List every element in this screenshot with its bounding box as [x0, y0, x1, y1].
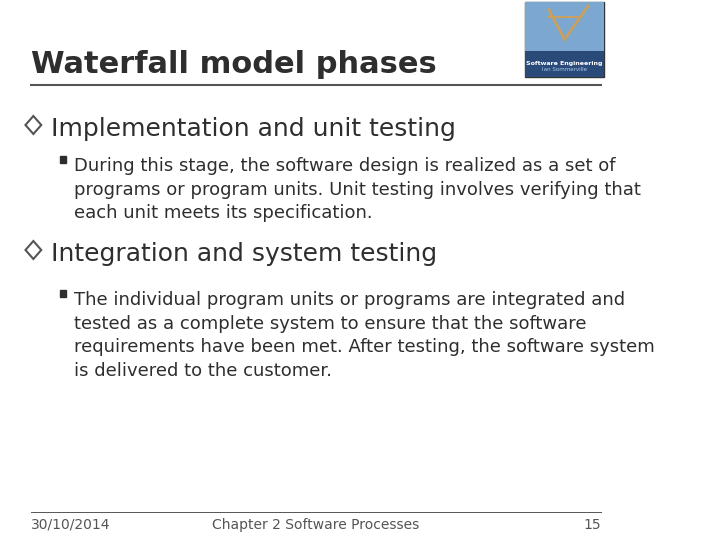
Text: Implementation and unit testing: Implementation and unit testing	[51, 117, 456, 141]
Bar	[525, 51, 604, 77]
Text: Software Engineering: Software Engineering	[526, 61, 603, 66]
Bar	[60, 156, 66, 163]
Bar	[525, 2, 604, 51]
Bar	[60, 290, 66, 297]
Text: Waterfall model phases: Waterfall model phases	[31, 50, 436, 79]
Text: Integration and system testing: Integration and system testing	[51, 242, 437, 266]
Text: 15: 15	[584, 518, 601, 532]
Text: During this stage, the software design is realized as a set of
programs or progr: During this stage, the software design i…	[73, 157, 641, 222]
Text: Ian Sommerville: Ian Sommerville	[542, 67, 587, 72]
Text: 30/10/2014: 30/10/2014	[31, 518, 110, 532]
Text: The individual program units or programs are integrated and
tested as a complete: The individual program units or programs…	[73, 291, 654, 380]
FancyBboxPatch shape	[525, 2, 604, 77]
Text: Chapter 2 Software Processes: Chapter 2 Software Processes	[212, 518, 420, 532]
